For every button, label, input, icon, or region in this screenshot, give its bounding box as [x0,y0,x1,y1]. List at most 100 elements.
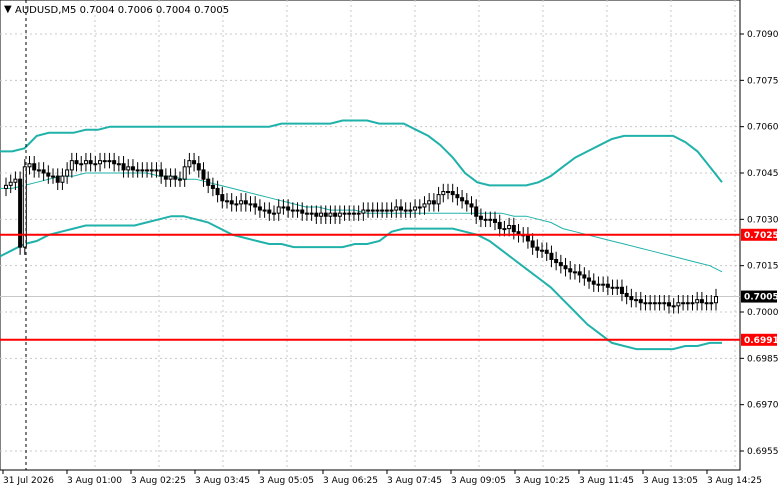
bollinger-middle-band [0,172,723,273]
candle-body [121,163,126,171]
price-tick-label: 0.7045 [747,169,779,179]
candle-body [554,258,559,264]
level-price-tag-label: 0.7025 [744,231,779,241]
candle-body [587,277,592,282]
candle-body [112,160,117,165]
candle-body [389,209,394,212]
time-axis[interactable]: 31 Jul 2026 3 Aug 01:00 3 Aug 02:25 3 Aug 0… [2,470,762,486]
candle-body [290,209,295,212]
candle-body [102,160,107,163]
candle-body [436,194,441,205]
candle-body [182,166,187,180]
candle-body [544,249,549,254]
candle-body [431,200,436,205]
candle-body [657,302,662,305]
candle-body [206,178,211,186]
symbol-ohlc-label: AUDUSD,M5 0.7004 0.7006 0.7004 0.7005 [15,5,229,16]
candle-body [309,212,314,215]
candle-body [69,160,74,171]
candle-body [154,169,159,172]
candle-body [229,200,234,205]
candle-body [474,206,479,217]
candle-body [18,178,23,248]
time-tick-label: 3 Aug 03:45 [195,476,250,486]
candle-body [572,271,577,274]
candle-body [323,212,328,217]
candle-body [304,212,309,215]
candle-body [403,209,408,212]
candle-body [168,175,173,180]
candle-body [714,296,718,304]
time-tick-label: 3 Aug 06:25 [323,476,378,486]
candle-body [445,191,450,194]
header-triangle-icon: ▼ [4,4,12,15]
candle-body [634,299,639,302]
candle-body [107,160,112,163]
candle-body [126,166,131,171]
candle-body [671,305,676,308]
candle-body [88,160,93,165]
candle-body [582,274,587,279]
candle-body [314,212,319,217]
candle-body [140,169,145,172]
current-price-tag-label: 0.7005 [744,293,779,303]
candle-body [13,178,18,183]
candle-body [676,302,681,307]
candle-body [243,200,248,205]
time-tick-label: 3 Aug 01:00 [67,476,122,486]
candle-body [46,172,51,177]
time-tick-label: 3 Aug 14:25 [707,476,762,486]
candle-body [478,215,483,220]
candle-body [380,209,385,212]
candle-body [257,206,262,211]
candle-body [210,184,215,189]
candle-body [511,225,516,233]
candle-body [149,169,154,172]
candle-body [187,160,192,168]
candle-body [450,191,455,196]
candle-body [469,203,474,208]
candle-body [460,197,465,202]
time-tick-label: 31 Jul 2026 [3,476,54,486]
candle-body [177,178,182,181]
price-tick-label: 0.6985 [747,354,779,364]
candle-body [220,194,225,202]
candle-body [558,262,563,267]
candle-body [441,191,446,196]
candle-body [488,218,493,221]
bollinger-upper-band [0,119,723,187]
candle-body [422,203,427,208]
horizontal-levels[interactable]: 0.7025 0.6991 [0,228,779,346]
candle-body [619,286,624,294]
candle-body [98,160,103,165]
candle-body [535,246,540,251]
candle-body [493,218,498,223]
candle-body [253,203,258,208]
candle-body [60,175,65,183]
candle-body [464,200,469,205]
candle-body [685,302,690,305]
candle-body [196,163,201,171]
price-tick-label: 0.7030 [747,215,779,225]
candle-body [690,302,695,305]
candle-body [201,169,206,180]
candle-body [55,175,60,183]
candle-body [328,212,333,217]
candle-body [361,209,366,214]
candle-body [563,265,568,270]
candle-body [704,302,709,305]
candle-body [342,212,347,215]
candle-body [610,286,615,289]
price-tick-label: 0.6955 [747,447,779,457]
candle-body [51,175,56,178]
candle-body [8,181,13,186]
candle-body [507,225,512,230]
candle-body [239,200,244,205]
candle-body [159,169,164,177]
candle-body [41,169,46,174]
candle-body [276,206,281,214]
price-axis[interactable]: 0.7090 0.7075 0.7060 0.7045 0.7030 0.7015 0.70… [740,30,779,457]
candle-body [652,302,657,305]
candle-body [638,299,643,304]
